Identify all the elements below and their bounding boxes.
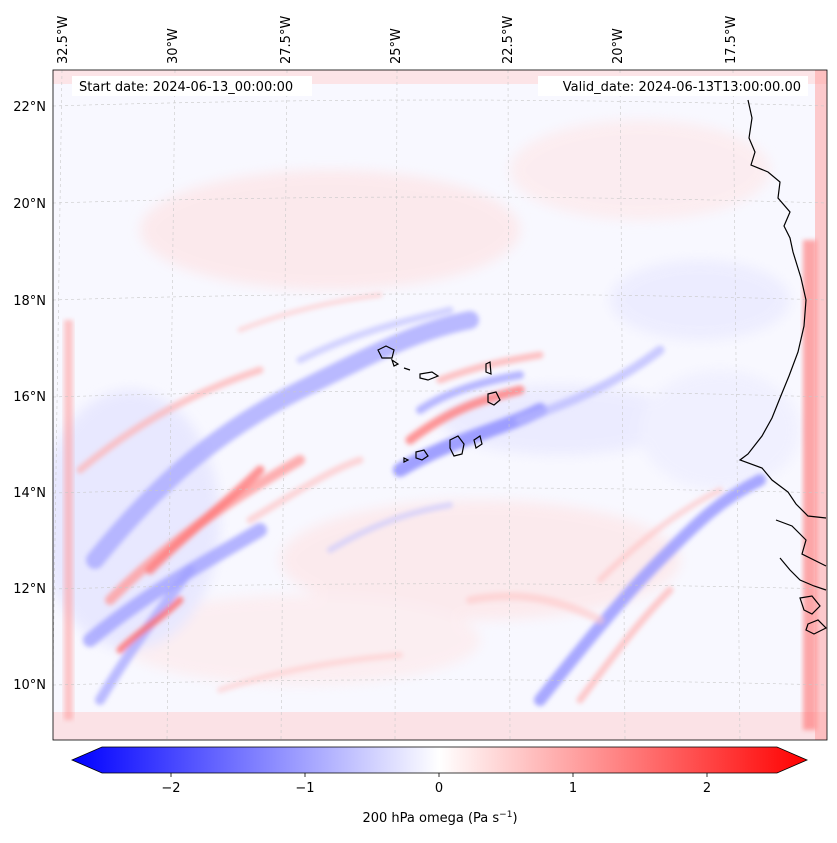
colorbar-label: 200 hPa omega (Pa s−1) [362, 810, 517, 826]
lat-label: 12°N [13, 582, 46, 597]
valid-date-label: Valid_date: 2024-06-13T13:00:00.00 [563, 80, 801, 95]
start-date-box [72, 76, 312, 96]
valid-date-box [538, 76, 808, 96]
colorbar-body [70, 746, 809, 774]
colorbar-tick-label: −1 [295, 781, 314, 796]
lon-label: 27.5°W [279, 16, 294, 64]
lon-label: 30°W [166, 28, 181, 64]
lon-label: 25°W [389, 28, 404, 64]
start-date-label: Start date: 2024-06-13_00:00:00 [79, 80, 293, 95]
colorbar-label-end: ) [512, 811, 517, 826]
lat-label: 20°N [13, 197, 46, 212]
lon-label: 17.5°W [724, 16, 739, 64]
colorbar-label-main: 200 hPa omega (Pa s [362, 811, 499, 826]
lon-label: 32.5°W [56, 16, 71, 64]
map-panel: Start date: 2024-06-13_00:00:00 Valid_da… [52, 69, 828, 741]
colorbar-tick-label: 0 [435, 781, 443, 796]
african-coast [738, 99, 827, 519]
lon-label: 22.5°W [501, 16, 516, 64]
colorbar: −2 −1 0 1 2 200 hPa omega (Pa s−1) [70, 746, 809, 826]
lat-label: 18°N [13, 294, 46, 309]
lat-label: 14°N [13, 486, 46, 501]
lon-label: 20°W [611, 28, 626, 64]
longitude-labels: 32.5°W 30°W 27.5°W 25°W 22.5°W 20°W 17.5… [56, 16, 739, 64]
lat-label: 10°N [13, 678, 46, 693]
map-frame [52, 69, 828, 741]
lat-label: 22°N [13, 100, 46, 115]
colorbar-tick-label: 2 [703, 781, 711, 796]
latitude-labels: 22°N 20°N 18°N 16°N 14°N 12°N 10°N [13, 100, 46, 693]
coastline [377, 99, 828, 635]
colorbar-tick-label: 1 [569, 781, 577, 796]
colorbar-tick-label: −2 [161, 781, 180, 796]
cape-verde-islands [377, 345, 501, 463]
colorbar-label-sup: −1 [499, 810, 512, 820]
gridlines [53, 70, 827, 740]
lat-label: 16°N [13, 390, 46, 405]
